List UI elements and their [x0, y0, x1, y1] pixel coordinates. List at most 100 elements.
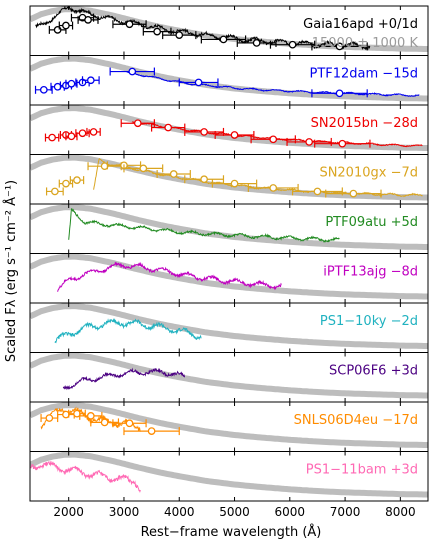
photometry-point [44, 133, 60, 142]
series-label: PS1−10ky −2d [320, 314, 418, 329]
photometry-marker [194, 78, 203, 87]
x-axis-label: Rest−frame wavelength (Å) [141, 524, 322, 540]
x-tick-label: 3000 [109, 505, 140, 519]
photometry-point [184, 175, 225, 184]
photometry-point [40, 414, 59, 423]
photometry-marker [252, 39, 261, 47]
photometry-marker [200, 128, 208, 136]
spectrum-line [54, 318, 202, 344]
panel-plot [30, 451, 428, 498]
y-axis-label: Scaled Fλ (erg s⁻¹ cm⁻² Å⁻¹) [3, 180, 19, 362]
photometry-marker [128, 67, 137, 76]
photometry-marker [84, 16, 92, 24]
photometry-point [162, 31, 197, 40]
photometry-marker [335, 89, 344, 98]
panel-plot [30, 402, 428, 448]
photometry-point [112, 419, 147, 428]
photometry-marker [67, 79, 76, 88]
photometry-point [156, 170, 191, 179]
photometry-point [112, 20, 147, 29]
photometry-marker [125, 419, 134, 428]
blackbody-curve [30, 451, 428, 498]
spectrum-line [30, 461, 141, 493]
panel-frame [29, 451, 429, 502]
photometry-marker [86, 412, 95, 420]
photometry-point [120, 119, 155, 128]
photometry-point [109, 67, 155, 76]
photometry-point [247, 183, 299, 192]
panel-stack: Gaia16apd +0/1d 15000 ± 1000 K PTF12dam −1… [29, 5, 429, 502]
photometry-point [291, 187, 343, 196]
x-tick-label: 4000 [164, 505, 195, 519]
photometry-point [211, 179, 258, 188]
photometry-marker [153, 27, 161, 36]
photometry-marker [67, 132, 76, 141]
photometry-marker [335, 42, 344, 51]
panel-0: Gaia16apd +0/1d 15000 ± 1000 K [29, 5, 429, 56]
photometry-marker [86, 76, 95, 85]
panel-plot [30, 55, 428, 102]
panel-4: PTF09atu +5d [29, 203, 429, 254]
photometry-marker [349, 189, 358, 198]
photometry-marker [338, 139, 347, 148]
photometry-point [58, 21, 74, 30]
photometry-point [142, 27, 172, 36]
photometry-point [200, 35, 247, 44]
photometry-marker [230, 179, 239, 188]
photometry-marker [125, 20, 134, 29]
photometry-point [214, 130, 255, 139]
photometry-marker [62, 179, 70, 188]
photometry-point [45, 187, 64, 196]
panel-plot [30, 154, 428, 201]
photometry-point [236, 38, 277, 47]
panel-plot [30, 253, 428, 300]
photometry-marker [269, 184, 278, 192]
series-label: SN2010gx −7d [319, 166, 418, 181]
x-tick-label: 7000 [330, 505, 361, 519]
blackbody-curve [30, 253, 428, 300]
photometry-marker [269, 135, 278, 144]
blackbody-curve [30, 402, 428, 448]
spectrum-line [62, 367, 186, 391]
photometry-point [123, 427, 180, 436]
panel-3: SN2010gx −7d [29, 154, 429, 205]
photometry-marker [313, 187, 322, 196]
panel-9: PS1−11bam +3d [29, 451, 429, 502]
spectrum-line [57, 261, 282, 292]
panel-7: SCP06F6 +3d [29, 352, 429, 403]
panel-plot [30, 303, 428, 349]
photometry-point [68, 409, 86, 418]
blackbody-curve [30, 303, 428, 349]
photometry-marker [288, 40, 297, 49]
photometry-point [314, 139, 371, 148]
photometry-point [184, 127, 225, 136]
photometry-marker [200, 175, 208, 184]
blackbody-curve [30, 105, 428, 151]
x-tick-label: 6000 [275, 505, 306, 519]
spectrum-line [93, 157, 423, 198]
photometry-marker [175, 31, 184, 39]
photometry-point [65, 79, 78, 88]
spectrum-line [68, 208, 340, 243]
series-label: PTF09atu +5d [325, 215, 418, 230]
photometry-marker [133, 119, 142, 128]
photometry-marker [305, 138, 314, 146]
series-label: SN2015bn −28d [311, 116, 418, 131]
spectrum-line [126, 71, 420, 97]
photometry-marker [45, 414, 54, 422]
photometry-marker [139, 164, 148, 173]
photometry-marker [51, 187, 59, 196]
photometry-point [269, 40, 316, 49]
panel-plot [30, 204, 428, 250]
photometry-marker [100, 418, 109, 427]
photometry-marker [219, 35, 228, 44]
series-label: SNLS06D4eu −17d [294, 413, 418, 428]
photometry-point [34, 85, 53, 94]
photometry-point [286, 137, 332, 146]
photometry-marker [169, 170, 178, 178]
photometry-marker [73, 176, 81, 184]
series-label: Gaia16apd +0/1d [303, 17, 418, 32]
panel-plot [30, 6, 428, 52]
panel-2: SN2015bn −28d [29, 104, 429, 155]
photometry-marker [62, 21, 70, 30]
